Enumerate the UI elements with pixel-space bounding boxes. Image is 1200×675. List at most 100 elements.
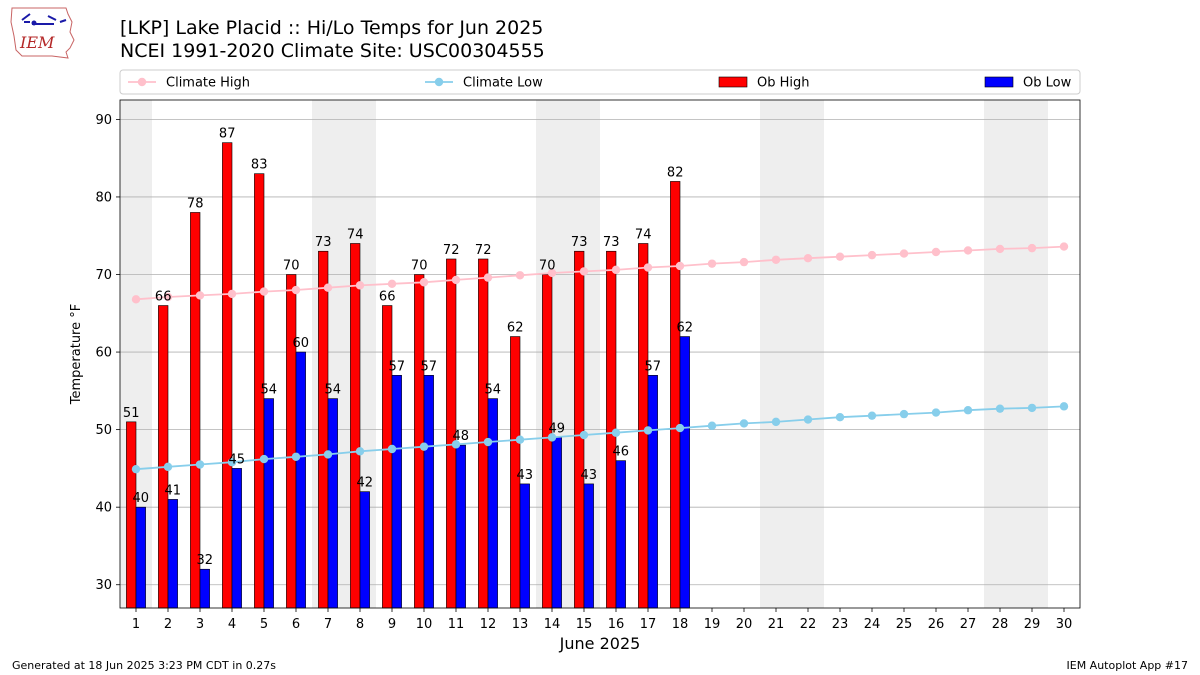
ob-high-label: 82: [667, 165, 684, 180]
y-tick-label: 80: [95, 190, 112, 205]
climate-high-point: [227, 289, 237, 299]
x-tick-label: 3: [196, 617, 204, 632]
climate-low-line: [135, 405, 1065, 471]
x-tick-label: 4: [228, 617, 236, 632]
ob-low-bar: [615, 460, 626, 609]
x-tick-label: 17: [640, 617, 657, 632]
x-tick-label: 8: [356, 617, 364, 632]
legend-label: Climate Low: [463, 76, 543, 91]
climate-high-point: [675, 261, 685, 271]
y-tick-label: 60: [95, 346, 112, 361]
climate-high-point: [611, 265, 621, 275]
climate-high-point: [835, 252, 845, 261]
y-tick-label: 40: [95, 501, 112, 516]
x-tick-label: 14: [544, 617, 561, 632]
climate-low-point: [483, 437, 493, 447]
y-tick-label: 30: [95, 578, 112, 593]
climate-high-point: [355, 281, 365, 290]
ob-low-bar: [679, 336, 690, 609]
x-tick-label: 6: [292, 617, 300, 632]
weekend-shade: [760, 100, 792, 608]
ob-high-bar: [222, 142, 233, 609]
climate-high-point: [387, 279, 397, 289]
climate-high-point: [771, 255, 781, 264]
ob-low-bar: [583, 483, 594, 609]
chart-title: [LKP] Lake Placid :: Hi/Lo Temps for Jun…: [120, 17, 544, 39]
ob-low-bar: [455, 444, 466, 609]
ob-high-bar: [382, 305, 393, 609]
ob-low-bar: [135, 506, 146, 609]
x-tick-label: 11: [448, 617, 465, 632]
ob-low-label: 48: [453, 429, 470, 444]
x-tick-label: 25: [896, 617, 913, 632]
x-tick-label: 24: [864, 617, 881, 632]
climate-high-point: [1027, 243, 1037, 253]
ob-high-label: 51: [123, 406, 140, 421]
x-tick-label: 10: [416, 617, 433, 632]
ob-high-bar: [318, 250, 329, 609]
climate-high-point: [707, 259, 717, 268]
climate-low-point: [1059, 402, 1069, 411]
climate-high-point: [899, 249, 909, 258]
ob-low-bar: [199, 568, 210, 609]
climate-low-point: [963, 406, 973, 415]
climate-low-point: [579, 430, 589, 440]
climate-low-point: [387, 444, 397, 454]
ob-low-label: 49: [549, 421, 566, 436]
logo-text: IEM: [19, 33, 55, 52]
legend-label: Ob High: [757, 76, 810, 91]
weekend-shade: [984, 100, 1016, 608]
legend-label: Ob Low: [1023, 76, 1072, 91]
ob-high-label: 73: [603, 235, 620, 250]
x-tick-label: 26: [928, 617, 945, 632]
x-tick-label: 2: [164, 617, 172, 632]
climate-high-point: [259, 287, 269, 296]
ob-low-label: 40: [133, 491, 150, 506]
x-tick-label: 30: [1056, 617, 1073, 632]
x-tick-label: 19: [704, 617, 721, 632]
climate-low-point: [355, 447, 365, 456]
climate-low-point: [899, 409, 909, 419]
climate-high-point: [323, 283, 333, 292]
ob-low-bar: [423, 375, 434, 609]
ob-high-label: 74: [635, 227, 652, 242]
x-tick-label: 15: [576, 617, 593, 632]
ob-high-label: 73: [571, 235, 588, 250]
climate-low-point: [515, 435, 525, 444]
legend-swatch: [718, 76, 748, 88]
climate-low-point: [195, 460, 205, 469]
ob-high-bar: [126, 421, 137, 609]
climate-high-point: [931, 247, 941, 257]
x-tick-label: 12: [480, 617, 497, 632]
x-tick-label: 16: [608, 617, 625, 632]
climate-low-point: [131, 464, 141, 474]
ob-low-label: 43: [581, 468, 598, 483]
ob-low-label: 54: [485, 383, 502, 398]
ob-high-bar: [638, 243, 649, 609]
climate-high-point: [963, 246, 973, 255]
ob-high-label: 83: [251, 158, 268, 173]
ob-low-label: 57: [389, 359, 406, 374]
weekend-shade: [792, 100, 824, 608]
ob-low-label: 62: [677, 321, 694, 336]
ob-low-bar: [359, 491, 370, 609]
weekend-shade: [1016, 100, 1048, 608]
ob-high-bar: [190, 212, 201, 609]
ob-low-bar: [327, 398, 338, 609]
climate-high-point: [419, 278, 429, 287]
climate-high-point: [451, 275, 461, 285]
app-credit: IEM Autoplot App #17: [1066, 659, 1189, 672]
x-tick-label: 21: [768, 617, 785, 632]
ob-low-label: 54: [325, 383, 342, 398]
ob-low-bar: [647, 375, 658, 609]
ob-low-bar: [391, 375, 402, 609]
x-axis-label: June 2025: [559, 634, 641, 653]
x-tick-label: 13: [512, 617, 529, 632]
climate-low-point: [611, 428, 621, 437]
climate-high-point: [131, 295, 141, 304]
x-tick-label: 27: [960, 617, 977, 632]
ob-low-label: 43: [517, 468, 534, 483]
ob-high-bar: [414, 274, 425, 609]
climate-low-point: [323, 450, 333, 459]
